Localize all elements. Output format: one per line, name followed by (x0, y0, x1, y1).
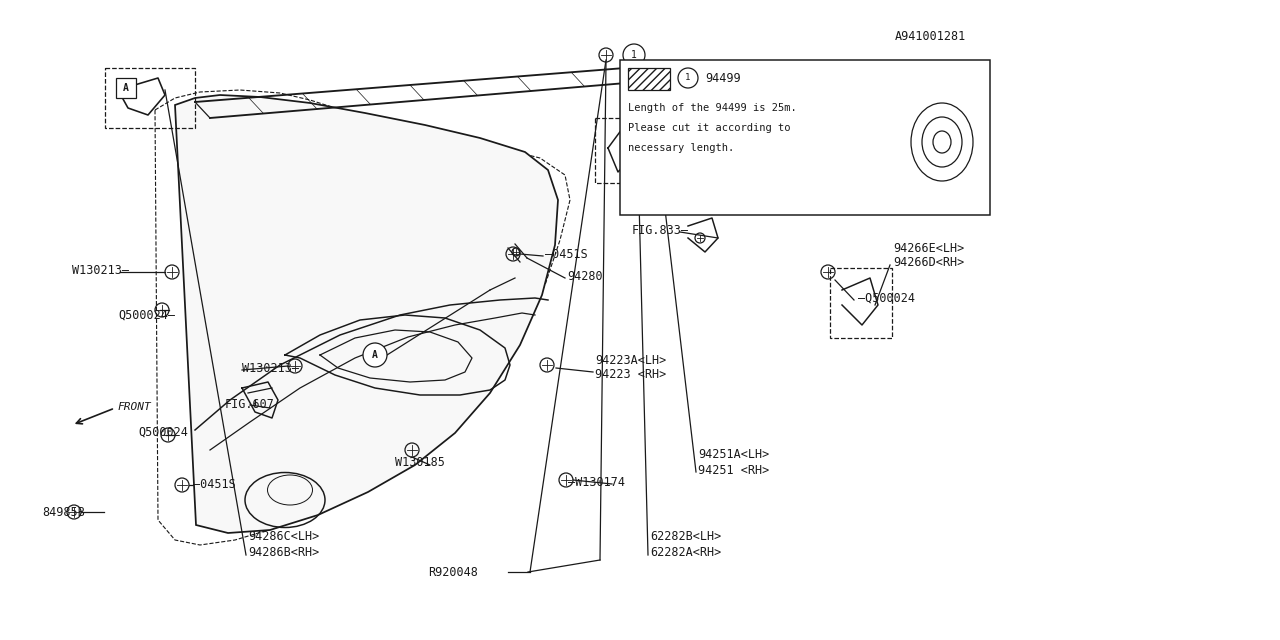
Text: 94266D<RH>: 94266D<RH> (893, 257, 964, 269)
Text: 94223 <RH>: 94223 <RH> (595, 369, 667, 381)
Text: 94280: 94280 (567, 269, 603, 282)
Text: Q500024: Q500024 (138, 426, 188, 438)
Text: FIG.607: FIG.607 (225, 399, 275, 412)
Text: A: A (372, 350, 378, 360)
Text: A: A (123, 83, 129, 93)
Text: FRONT: FRONT (118, 402, 152, 412)
Text: —Q500024: —Q500024 (858, 291, 915, 305)
Text: A941001281: A941001281 (895, 29, 966, 42)
Circle shape (364, 343, 387, 367)
Bar (628, 68, 669, 90)
Text: R920048: R920048 (428, 566, 477, 579)
Text: 94223A<LH>: 94223A<LH> (595, 353, 667, 367)
Text: 84985B: 84985B (42, 506, 84, 518)
Text: 94266E<LH>: 94266E<LH> (893, 241, 964, 255)
Ellipse shape (933, 131, 951, 153)
Text: —W130174: —W130174 (568, 476, 625, 488)
Bar (829, 268, 892, 338)
Circle shape (623, 44, 645, 66)
Text: W130213—: W130213— (72, 264, 129, 276)
Text: Length of the 94499 is 25m.: Length of the 94499 is 25m. (628, 103, 796, 113)
Text: 62282A<RH>: 62282A<RH> (650, 545, 721, 559)
Bar (116, 78, 136, 98)
Text: 94251A<LH>: 94251A<LH> (698, 449, 769, 461)
Text: 94286C<LH>: 94286C<LH> (248, 531, 319, 543)
Text: 1: 1 (631, 50, 637, 60)
Bar (595, 118, 655, 183)
Text: 94499: 94499 (705, 72, 741, 84)
Text: —0451S: —0451S (545, 248, 588, 262)
Text: W130213—: W130213— (242, 362, 300, 374)
Text: —0451S: —0451S (193, 479, 236, 492)
Text: Please cut it according to: Please cut it according to (628, 123, 791, 133)
Text: Q500024—: Q500024— (118, 308, 175, 321)
Text: 1: 1 (685, 74, 691, 83)
Text: necessary length.: necessary length. (628, 143, 735, 153)
Text: 62282B<LH>: 62282B<LH> (650, 531, 721, 543)
Polygon shape (175, 95, 558, 533)
Ellipse shape (911, 103, 973, 181)
Text: 94286B<RH>: 94286B<RH> (248, 545, 319, 559)
Text: FIG.833—: FIG.833— (632, 223, 689, 237)
Circle shape (678, 68, 698, 88)
Text: 94251 <RH>: 94251 <RH> (698, 463, 769, 477)
Bar (620, 60, 989, 215)
Text: W130185: W130185 (396, 456, 445, 468)
Ellipse shape (922, 117, 963, 167)
Bar (105, 68, 195, 128)
